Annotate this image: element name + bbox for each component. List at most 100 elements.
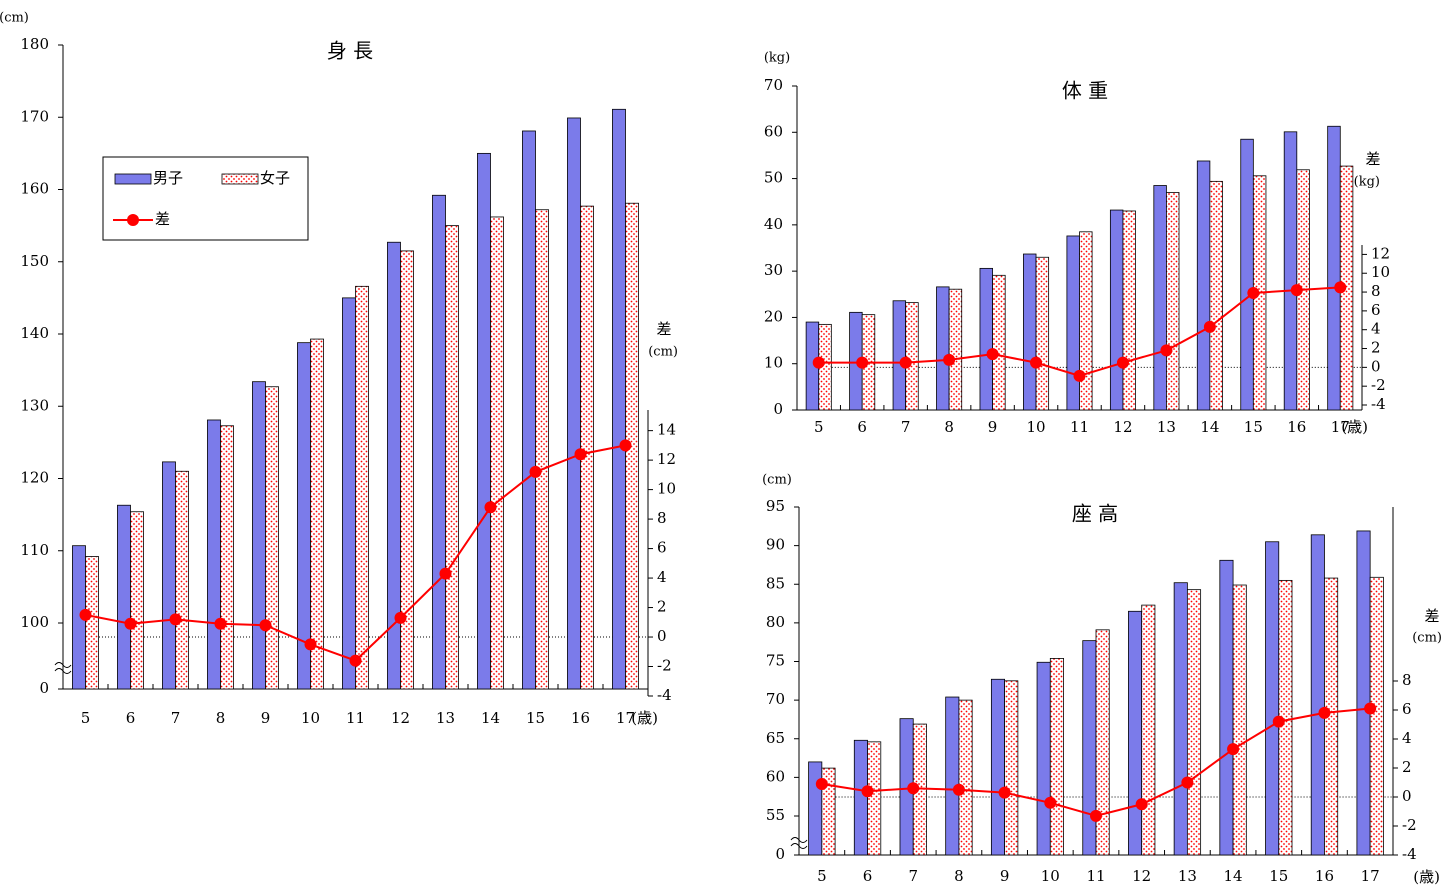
x-tick-label: 11	[1070, 418, 1089, 436]
legend-label: 女子	[260, 169, 290, 187]
x-tick-label: 8	[216, 709, 226, 727]
y-tick-label: 65	[766, 729, 785, 747]
y2-tick-label: 0	[657, 627, 667, 645]
bar	[1209, 180, 1223, 411]
y2-tick-label: 4	[657, 568, 667, 586]
bar	[310, 338, 324, 690]
bar	[85, 556, 99, 690]
bar	[117, 504, 131, 690]
x-tick-label: 16	[1287, 418, 1306, 436]
x-tick-label: 5	[81, 709, 91, 727]
y-tick-label: 75	[766, 652, 785, 670]
legend-label: 男子	[153, 169, 183, 187]
bar	[958, 699, 973, 856]
x-axis-unit: (歳)	[1413, 868, 1440, 886]
y2-axis-label: 差	[1424, 607, 1439, 625]
line-point	[619, 439, 632, 452]
y2-tick-label: -2	[1371, 376, 1386, 394]
legend-label: 差	[155, 210, 170, 228]
bar	[990, 678, 1006, 856]
y2-tick-label: 8	[1402, 671, 1412, 689]
bar	[1283, 131, 1298, 411]
bar	[979, 267, 993, 411]
bar	[1049, 658, 1064, 856]
bar	[948, 288, 963, 411]
axis-break	[54, 662, 72, 674]
y-tick-label: 0	[773, 400, 783, 418]
line-point	[998, 786, 1011, 799]
x-tick-label: 13	[1157, 418, 1176, 436]
y2-axis-unit: (cm)	[1412, 631, 1442, 646]
y-tick-label: 60	[766, 767, 785, 785]
bar	[1082, 640, 1097, 856]
line-point	[1247, 287, 1260, 299]
x-tick-label: 11	[1086, 867, 1105, 885]
line-point	[943, 353, 956, 366]
line-point	[1073, 369, 1086, 382]
bar	[1265, 541, 1280, 856]
y2-tick-label: 14	[657, 421, 676, 439]
bar	[808, 761, 823, 856]
y2-tick-label: 4	[1402, 729, 1412, 747]
y-axis-unit: (cm)	[0, 11, 29, 26]
legend-point	[127, 214, 139, 226]
line-point	[1160, 344, 1173, 357]
y2-tick-label: 8	[1371, 282, 1381, 300]
line-point	[1030, 356, 1043, 369]
x-tick-label: 6	[857, 418, 867, 436]
bar	[1369, 576, 1384, 856]
x-tick-label: 15	[1269, 867, 1288, 885]
y-tick-label: 0	[39, 679, 49, 697]
x-tick-label: 12	[1113, 418, 1132, 436]
y-tick-label: 10	[764, 354, 783, 372]
x-tick-label: 14	[1200, 418, 1219, 436]
line-point	[952, 783, 965, 796]
line-point	[986, 348, 999, 361]
x-tick-label: 7	[901, 418, 911, 436]
line-point	[907, 782, 920, 795]
bar	[535, 209, 549, 690]
bar	[1356, 530, 1371, 856]
y2-tick-label: -4	[1371, 395, 1386, 413]
bar	[1310, 534, 1325, 856]
y2-tick-label: -2	[1402, 816, 1417, 834]
bar	[853, 739, 868, 856]
bar	[297, 342, 311, 690]
y-tick-label: 20	[764, 307, 783, 325]
y-tick-label: 70	[764, 76, 783, 94]
line-point	[1318, 706, 1331, 719]
bar	[1066, 235, 1080, 411]
x-tick-label: 14	[1224, 867, 1243, 885]
bar	[1023, 253, 1037, 411]
y-tick-label: 170	[20, 107, 49, 125]
bar	[567, 117, 581, 690]
bar	[130, 511, 144, 690]
bar	[1141, 604, 1156, 856]
chart-title: 身 長	[327, 39, 373, 63]
x-tick-label: 10	[1026, 418, 1045, 436]
bar	[1219, 559, 1234, 856]
y-tick-label: 150	[20, 252, 49, 270]
x-tick-label: 13	[436, 709, 455, 727]
legend-box	[102, 156, 309, 241]
line-point	[1090, 809, 1102, 822]
y-tick-label: 60	[764, 122, 783, 140]
line-point	[856, 356, 869, 369]
line-point	[815, 777, 828, 790]
line-point	[304, 638, 317, 651]
y-tick-label: 160	[20, 180, 49, 198]
x-tick-label: 8	[944, 418, 954, 436]
line-point	[484, 501, 497, 514]
line-point	[1227, 743, 1240, 756]
y2-axis-unit: (cm)	[648, 345, 678, 360]
y2-tick-label: 2	[657, 598, 667, 616]
bar	[1122, 210, 1136, 411]
bar	[477, 152, 491, 690]
x-tick-label: 15	[526, 709, 545, 727]
bar	[1036, 661, 1051, 856]
bar	[580, 205, 594, 690]
bar	[342, 297, 356, 690]
line-point	[79, 608, 92, 621]
bar	[1035, 256, 1050, 411]
